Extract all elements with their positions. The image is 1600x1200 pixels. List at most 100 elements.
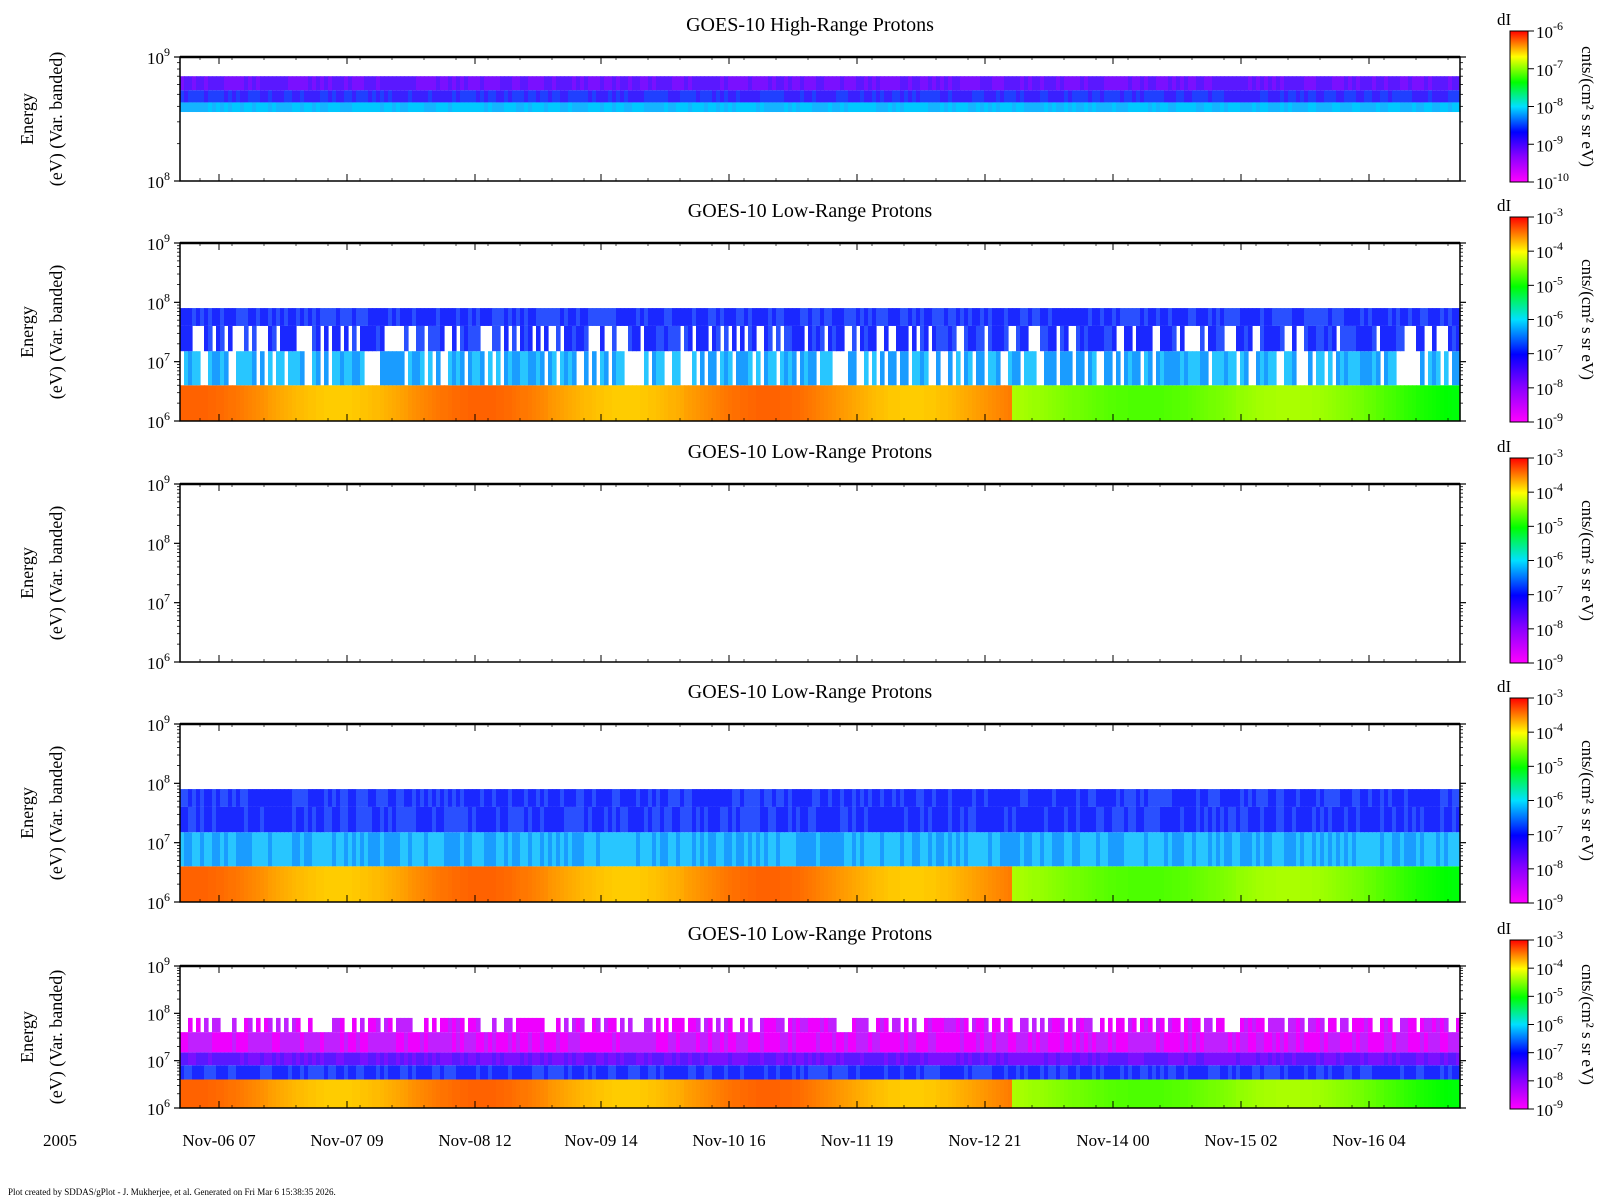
panel-title: GOES-10 Low-Range Protons xyxy=(688,923,933,945)
energy-band-1 xyxy=(180,385,1461,421)
energy-band-2 xyxy=(184,351,1461,386)
y-tick-label: 108 xyxy=(147,771,170,794)
spectrogram-panel-2: GOES-10 Low-Range Protons 106 107 108 109 Ene… xyxy=(17,196,1597,433)
y-axis-label-line1: Energy xyxy=(17,547,37,599)
y-tick-label: 109 xyxy=(147,954,170,977)
footer-credit: Plot created by SDDAS/gPlot - J. Mukherj… xyxy=(8,1187,336,1197)
colorbar-tick-label: 10-5 xyxy=(1536,514,1563,537)
x-tick-label: Nov-14 00 xyxy=(1076,1131,1149,1150)
x-tick-label: Nov-11 19 xyxy=(821,1131,894,1150)
colorbar-tick-label: 10-4 xyxy=(1536,720,1563,743)
colorbar-tick-label: 10-3 xyxy=(1536,928,1563,951)
panel-title: GOES-10 Low-Range Protons xyxy=(688,200,933,222)
y-axis: 106 107 108 109 xyxy=(147,231,1466,432)
y-axis-label-line2: (eV) (Var. banded) xyxy=(46,970,67,1104)
colorbar-tick-label: 10-6 xyxy=(1536,549,1563,572)
colorbar: dI 10-9 10-8 10-7 10-6 10-5 10-4 10-3 cnts/(cm² … xyxy=(1497,437,1597,674)
y-axis-label-line1: Energy xyxy=(17,1011,37,1063)
colorbar-label: cnts/(cm² s sr eV) xyxy=(1578,740,1597,861)
colorbar-gradient xyxy=(1509,697,1529,904)
x-axis-tick-labels: Nov-06 07 Nov-07 09 Nov-08 12 Nov-09 14 Nov-… xyxy=(182,1131,1406,1150)
y-axis-label-line1: Energy xyxy=(17,787,37,839)
colorbar-tick-label: 10-8 xyxy=(1536,857,1563,880)
y-tick-label: 106 xyxy=(147,1096,170,1119)
colorbar-top-label: dI xyxy=(1497,677,1512,696)
spectrogram-panel-4: GOES-10 Low-Range Protons 106 107 108 109 Ene… xyxy=(17,677,1597,914)
colorbar-tick-label: 10-3 xyxy=(1536,446,1563,469)
colorbar-tick-label: 10-9 xyxy=(1536,651,1563,674)
y-tick-label: 108 xyxy=(147,531,170,554)
x-axis-ticks xyxy=(199,484,1449,662)
y-tick-label: 107 xyxy=(147,831,170,854)
y-axis-label-line2: (eV) (Var. banded) xyxy=(46,265,67,399)
panel-title: GOES-10 High-Range Protons xyxy=(686,14,934,36)
energy-band-3 xyxy=(180,76,1461,91)
colorbar-gradient xyxy=(1509,216,1529,423)
x-tick-label: Nov-12 21 xyxy=(948,1131,1021,1150)
x-axis-ticks xyxy=(199,966,1449,1108)
y-tick-label: 106 xyxy=(147,890,170,913)
y-tick-label: 109 xyxy=(147,231,170,254)
y-tick-label: 109 xyxy=(147,712,170,735)
colorbar-top-label: dI xyxy=(1497,10,1512,29)
y-axis-label-line1: Energy xyxy=(17,93,37,145)
colorbar-label: cnts/(cm² s sr eV) xyxy=(1578,964,1597,1085)
colorbar: dI 10-9 10-8 10-7 10-6 10-5 10-4 10-3 cnts/(cm² … xyxy=(1497,677,1597,914)
colorbar-tick-label: 10-8 xyxy=(1536,1069,1563,1092)
x-tick-label: Nov-10 16 xyxy=(692,1131,765,1150)
y-tick-label: 108 xyxy=(147,1001,170,1024)
y-axis: 106 107 108 109 xyxy=(147,712,1466,913)
colorbar-gradient xyxy=(1509,457,1529,664)
spectrogram-panel-1: GOES-10 High-Range Protons 108 109 Energy (e… xyxy=(17,10,1597,193)
energy-band-3 xyxy=(180,1052,1461,1066)
colorbar: dI 10-9 10-8 10-7 10-6 10-5 10-4 10-3 cnts/(cm² … xyxy=(1497,919,1597,1120)
energy-band-3 xyxy=(180,806,1461,833)
energy-band-4 xyxy=(180,789,1461,807)
energy-band-2 xyxy=(180,102,1461,113)
colorbar-tick-label: 10-6 xyxy=(1536,19,1563,42)
energy-band-1 xyxy=(180,90,1461,103)
y-axis-label-line2: (eV) (Var. banded) xyxy=(46,746,67,880)
colorbar-tick-label: 10-7 xyxy=(1536,342,1563,365)
energy-band-4 xyxy=(180,308,1461,326)
spectrogram-bands xyxy=(180,308,1461,421)
y-tick-label: 106 xyxy=(147,650,170,673)
colorbar: dI 10-10 10-9 10-8 10-7 10-6 cnts/(cm² s sr eV… xyxy=(1497,10,1597,193)
spectrogram-panel-5: GOES-10 Low-Range Protons 106 107 108 109 Ene… xyxy=(17,919,1597,1120)
spectrogram-panel-3: GOES-10 Low-Range Protons 106 107 108 109 Ene… xyxy=(17,437,1597,674)
colorbar-tick-label: 10-8 xyxy=(1536,95,1563,118)
colorbar-gradient xyxy=(1509,30,1529,183)
y-axis: 108 109 xyxy=(147,45,1466,192)
panel-title: GOES-10 Low-Range Protons xyxy=(688,681,933,703)
colorbar-label: cnts/(cm² s sr eV) xyxy=(1578,46,1597,167)
colorbar-tick-label: 10-7 xyxy=(1536,1041,1563,1064)
plot-frame xyxy=(179,56,1461,182)
y-axis-label-line2: (eV) (Var. banded) xyxy=(46,52,67,186)
x-axis-ticks xyxy=(199,243,1449,421)
energy-band-1 xyxy=(180,1079,1461,1108)
colorbar-tick-label: 10-6 xyxy=(1536,308,1563,331)
energy-band-5 xyxy=(188,1017,1461,1033)
x-axis-ticks xyxy=(199,724,1449,902)
colorbar-tick-label: 10-4 xyxy=(1536,480,1563,503)
x-tick-label: Nov-06 07 xyxy=(182,1131,256,1150)
x-tick-label: Nov-08 12 xyxy=(438,1131,511,1150)
y-axis-label-line2: (eV) (Var. banded) xyxy=(46,506,67,640)
colorbar-top-label: dI xyxy=(1497,196,1512,215)
colorbar-tick-label: 10-7 xyxy=(1536,583,1563,606)
y-axis: 106 107 108 109 xyxy=(147,472,1466,673)
plot-frame xyxy=(179,483,1461,663)
y-tick-label: 109 xyxy=(147,45,170,68)
colorbar-tick-label: 10-9 xyxy=(1536,410,1563,433)
y-tick-label: 109 xyxy=(147,472,170,495)
energy-band-4 xyxy=(180,1032,1461,1053)
colorbar-tick-label: 10-4 xyxy=(1536,239,1563,262)
spectrogram-bands xyxy=(180,789,1461,902)
colorbar-gradient xyxy=(1509,939,1529,1110)
y-tick-label: 108 xyxy=(147,290,170,313)
x-tick-label: Nov-09 14 xyxy=(564,1131,638,1150)
colorbar-tick-label: 10-9 xyxy=(1536,132,1563,155)
x-tick-label: Nov-15 02 xyxy=(1204,1131,1277,1150)
y-tick-label: 107 xyxy=(147,350,170,373)
